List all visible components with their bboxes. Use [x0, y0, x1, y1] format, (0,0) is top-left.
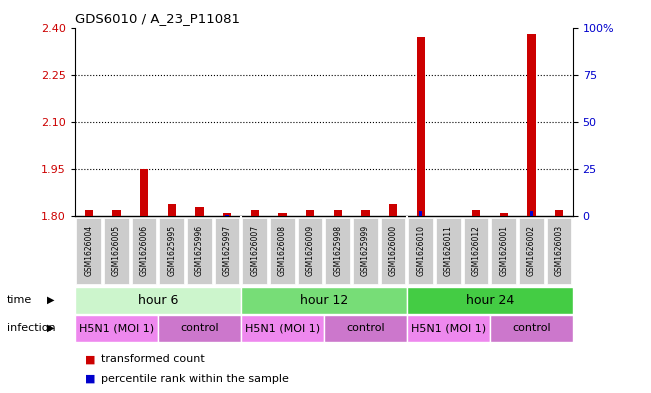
Text: ▶: ▶	[47, 323, 55, 333]
FancyBboxPatch shape	[381, 218, 406, 284]
Text: infection: infection	[7, 323, 55, 333]
Text: GSM1625998: GSM1625998	[333, 225, 342, 276]
Text: hour 6: hour 6	[137, 294, 178, 307]
Text: GSM1626011: GSM1626011	[444, 225, 453, 276]
Text: GSM1626005: GSM1626005	[112, 225, 121, 276]
FancyBboxPatch shape	[519, 218, 544, 284]
FancyBboxPatch shape	[492, 218, 516, 284]
Bar	[278, 213, 286, 216]
Text: H5N1 (MOI 1): H5N1 (MOI 1)	[79, 323, 154, 333]
Bar	[115, 215, 118, 216]
Bar	[530, 211, 533, 216]
Bar	[499, 213, 508, 216]
FancyBboxPatch shape	[408, 218, 433, 284]
FancyBboxPatch shape	[159, 218, 184, 284]
Text: GSM1626012: GSM1626012	[471, 225, 480, 276]
FancyBboxPatch shape	[436, 218, 461, 284]
FancyBboxPatch shape	[407, 287, 573, 314]
Text: GDS6010 / A_23_P11081: GDS6010 / A_23_P11081	[75, 12, 240, 25]
Text: control: control	[512, 323, 551, 333]
Bar	[140, 169, 148, 216]
Text: transformed count: transformed count	[101, 354, 204, 364]
Bar	[143, 215, 146, 216]
Text: GSM1626003: GSM1626003	[555, 225, 564, 276]
Bar	[336, 215, 339, 216]
Text: hour 24: hour 24	[465, 294, 514, 307]
Bar	[361, 210, 370, 216]
FancyBboxPatch shape	[75, 315, 158, 342]
Text: GSM1626007: GSM1626007	[250, 225, 259, 276]
Text: GSM1626002: GSM1626002	[527, 225, 536, 276]
FancyBboxPatch shape	[270, 218, 295, 284]
Bar	[309, 215, 312, 216]
Bar	[87, 215, 90, 216]
Text: percentile rank within the sample: percentile rank within the sample	[101, 374, 289, 384]
FancyBboxPatch shape	[326, 218, 350, 284]
Bar	[223, 213, 231, 216]
FancyBboxPatch shape	[547, 218, 572, 284]
Bar	[225, 215, 229, 216]
Bar	[167, 204, 176, 216]
Bar	[472, 210, 480, 216]
FancyBboxPatch shape	[353, 218, 378, 284]
Text: H5N1 (MOI 1): H5N1 (MOI 1)	[411, 323, 486, 333]
Text: GSM1625997: GSM1625997	[223, 225, 232, 276]
FancyBboxPatch shape	[242, 218, 267, 284]
FancyBboxPatch shape	[324, 315, 407, 342]
Bar	[251, 210, 259, 216]
Text: GSM1626008: GSM1626008	[278, 225, 287, 276]
Bar	[253, 215, 256, 216]
Bar	[555, 210, 563, 216]
Text: GSM1626009: GSM1626009	[305, 225, 314, 276]
Bar	[391, 215, 395, 216]
Text: GSM1626010: GSM1626010	[416, 225, 425, 276]
Text: H5N1 (MOI 1): H5N1 (MOI 1)	[245, 323, 320, 333]
Text: ■: ■	[85, 374, 95, 384]
Bar	[85, 210, 93, 216]
Bar	[195, 207, 204, 216]
FancyBboxPatch shape	[104, 218, 129, 284]
Bar	[502, 215, 505, 216]
FancyBboxPatch shape	[490, 315, 573, 342]
FancyBboxPatch shape	[76, 218, 101, 284]
FancyBboxPatch shape	[298, 218, 322, 284]
Bar	[419, 211, 422, 216]
Text: hour 12: hour 12	[299, 294, 348, 307]
Bar	[198, 215, 201, 216]
Text: GSM1626006: GSM1626006	[139, 225, 148, 276]
FancyBboxPatch shape	[132, 218, 156, 284]
Bar	[475, 215, 478, 216]
Text: GSM1626001: GSM1626001	[499, 225, 508, 276]
Text: time: time	[7, 295, 32, 305]
Text: ■: ■	[85, 354, 95, 364]
Bar	[281, 215, 284, 216]
Bar	[447, 215, 450, 216]
Text: GSM1626000: GSM1626000	[389, 225, 398, 276]
Text: control: control	[346, 323, 385, 333]
Text: GSM1625999: GSM1625999	[361, 225, 370, 276]
Bar	[364, 215, 367, 216]
FancyBboxPatch shape	[464, 218, 488, 284]
FancyBboxPatch shape	[187, 218, 212, 284]
Bar	[333, 210, 342, 216]
FancyBboxPatch shape	[215, 218, 240, 284]
Text: GSM1625996: GSM1625996	[195, 225, 204, 276]
FancyBboxPatch shape	[241, 287, 407, 314]
Bar	[170, 215, 173, 216]
Text: ▶: ▶	[47, 295, 55, 305]
FancyBboxPatch shape	[158, 315, 241, 342]
FancyBboxPatch shape	[241, 315, 324, 342]
Bar	[389, 204, 397, 216]
Bar	[557, 215, 561, 216]
Bar	[112, 210, 120, 216]
FancyBboxPatch shape	[407, 315, 490, 342]
Bar	[417, 37, 425, 216]
Bar	[306, 210, 314, 216]
Text: GSM1626004: GSM1626004	[84, 225, 93, 276]
Text: control: control	[180, 323, 219, 333]
Bar	[527, 34, 536, 216]
Text: GSM1625995: GSM1625995	[167, 225, 176, 276]
FancyBboxPatch shape	[75, 287, 241, 314]
